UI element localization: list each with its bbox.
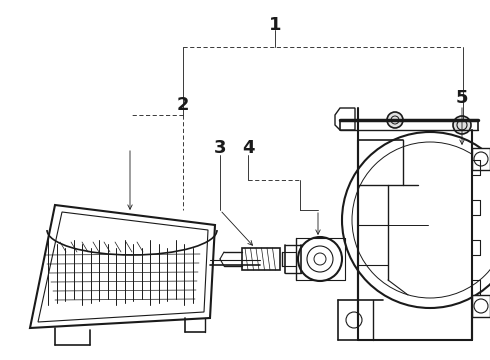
Text: 5: 5 bbox=[456, 89, 468, 107]
Text: 4: 4 bbox=[242, 139, 254, 157]
Polygon shape bbox=[242, 248, 280, 270]
Circle shape bbox=[453, 116, 471, 134]
Polygon shape bbox=[335, 108, 355, 130]
Polygon shape bbox=[472, 295, 490, 317]
Text: 1: 1 bbox=[269, 16, 281, 34]
Circle shape bbox=[387, 112, 403, 128]
Text: 2: 2 bbox=[177, 96, 189, 114]
Polygon shape bbox=[472, 148, 490, 170]
Text: 3: 3 bbox=[214, 139, 226, 157]
